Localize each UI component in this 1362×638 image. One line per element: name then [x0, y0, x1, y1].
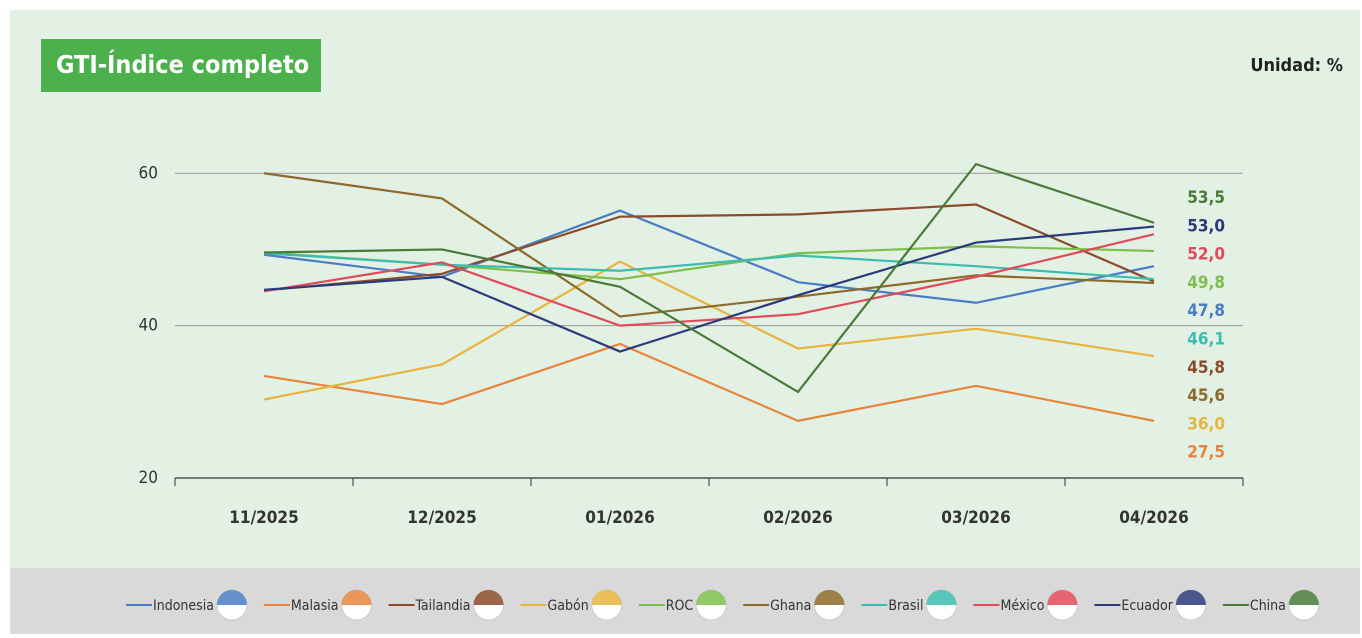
legend-label: Ecuador: [1121, 598, 1173, 614]
legend-item: China: [1222, 589, 1320, 621]
end-label: 49,8: [1187, 273, 1225, 293]
title-box: [41, 39, 321, 92]
x-tick-label: 11/2025: [229, 508, 298, 528]
series-line: [263, 225, 1155, 353]
x-tick-label: 12/2025: [407, 508, 476, 528]
end-label: 36,0: [1187, 414, 1225, 434]
plot-background: [10, 10, 1360, 568]
flag-icon-part: [591, 590, 622, 605]
x-tick-label: 01/2026: [585, 508, 654, 528]
series-line: [263, 172, 1155, 318]
end-label: 47,8: [1187, 301, 1225, 321]
flag-icon-part: [216, 590, 247, 605]
end-label: 53,5: [1187, 188, 1225, 208]
series-line: [263, 162, 1155, 394]
series-line: [263, 342, 1155, 423]
end-label: 52,0: [1187, 245, 1225, 265]
x-tick-label: 02/2026: [763, 508, 832, 528]
chart-title: GTI-Índice completo: [56, 50, 309, 79]
flag-icon-part: [696, 590, 727, 605]
legend-item: Brasil: [861, 589, 957, 621]
y-tick-label: 40: [139, 316, 158, 336]
series-line: [263, 260, 1155, 401]
flag-icon-part: [341, 590, 372, 605]
series-line: [263, 203, 1155, 292]
flag-icon-part: [1175, 590, 1206, 605]
series-line: [263, 209, 1155, 304]
legend-label: Indonesia: [153, 598, 214, 614]
series-line: [263, 252, 1155, 281]
end-label: 46,1: [1187, 330, 1225, 350]
y-tick-label: 60: [139, 163, 158, 183]
end-label: 53,0: [1187, 216, 1225, 236]
end-label: 27,5: [1187, 443, 1225, 463]
flag-icon-part: [926, 590, 957, 605]
legend-label: Malasia: [291, 598, 339, 614]
flag-icon-part: [473, 590, 504, 605]
unit-label: Unidad: %: [1250, 55, 1343, 76]
legend-item: Tailandia: [388, 589, 505, 621]
flag-icon-part: [814, 590, 845, 605]
legend-label: México: [1000, 598, 1044, 614]
end-label: 45,6: [1187, 386, 1225, 406]
legend-item: Indonesia: [126, 589, 248, 621]
y-tick-label: 20: [139, 468, 158, 488]
series-line: [263, 233, 1155, 327]
legend-label: Ghana: [770, 598, 811, 614]
legend-label: ROC: [666, 598, 694, 614]
legend-label: Tailandia: [415, 598, 471, 614]
legend-label: Brasil: [888, 598, 923, 614]
legend-item: Ghana: [743, 589, 845, 621]
legend-item: México: [973, 589, 1078, 621]
x-tick-label: 03/2026: [941, 508, 1010, 528]
x-tick-label: 04/2026: [1119, 508, 1188, 528]
legend-item: Ecuador: [1094, 589, 1207, 621]
legend-label: China: [1250, 598, 1286, 614]
legend-item: Malasia: [263, 589, 373, 621]
flag-icon-part: [1288, 590, 1319, 605]
legend-item: ROC: [638, 589, 727, 621]
end-label: 45,8: [1187, 358, 1225, 378]
legend-item: Gabón: [520, 589, 623, 621]
flag-icon-part: [1047, 590, 1078, 605]
legend-label: Gabón: [548, 598, 589, 614]
